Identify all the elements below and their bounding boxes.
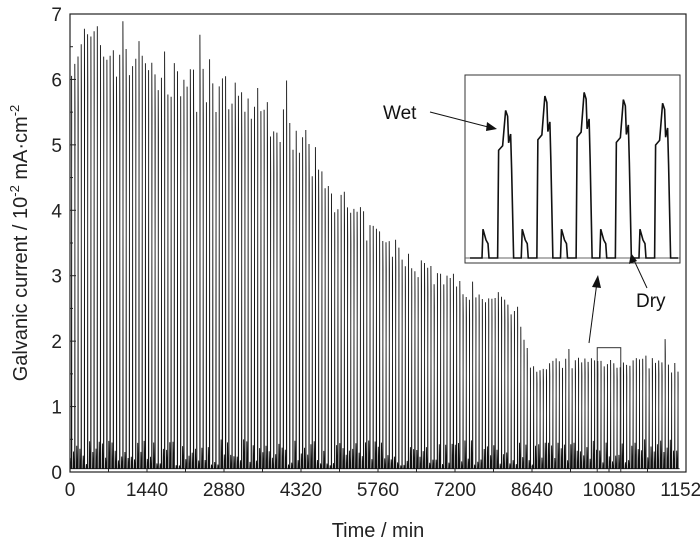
- y-tick-label: 5: [51, 136, 62, 157]
- x-tick-label: 8640: [511, 480, 553, 501]
- x-tick-label: 7200: [434, 480, 476, 501]
- wet-arrow: [429, 111, 493, 129]
- current-trace: [69, 21, 680, 470]
- x-tick-label: 2880: [203, 480, 245, 501]
- inset-plot: [464, 74, 681, 264]
- wet-arrowhead: [486, 122, 497, 131]
- data-series: [69, 21, 680, 470]
- dry-label: Dry: [636, 291, 666, 312]
- x-tick-label: 4320: [280, 480, 322, 501]
- inset-frame: [464, 74, 681, 264]
- zoom-arrow: [588, 281, 598, 344]
- y-axis-title: Galvanic current / 10-2 mA·cm-2: [7, 105, 32, 382]
- y-tick-label: 6: [51, 70, 62, 91]
- x-tick-label: 10080: [583, 480, 636, 501]
- dry-arrow: [632, 257, 648, 289]
- x-tick-label: 1440: [126, 480, 168, 501]
- x-tick-label: 5760: [357, 480, 399, 501]
- y-axis: 0 1 2 3 4 5 6 7: [51, 5, 76, 484]
- zoom-arrowhead: [592, 275, 601, 288]
- y-tick-label: 0: [51, 463, 62, 484]
- x-axis-title: Time / min: [332, 520, 425, 542]
- wet-label: Wet: [383, 103, 417, 124]
- y-tick-label: 2: [51, 332, 62, 353]
- inset-trace: [470, 92, 678, 259]
- y-tick-label: 4: [51, 201, 62, 222]
- y-tick-label: 3: [51, 267, 62, 288]
- x-tick-label: 0: [65, 480, 76, 501]
- y-tick-label: 1: [51, 398, 62, 419]
- y-tick-label: 7: [51, 5, 62, 26]
- dry-arrowhead: [629, 253, 637, 264]
